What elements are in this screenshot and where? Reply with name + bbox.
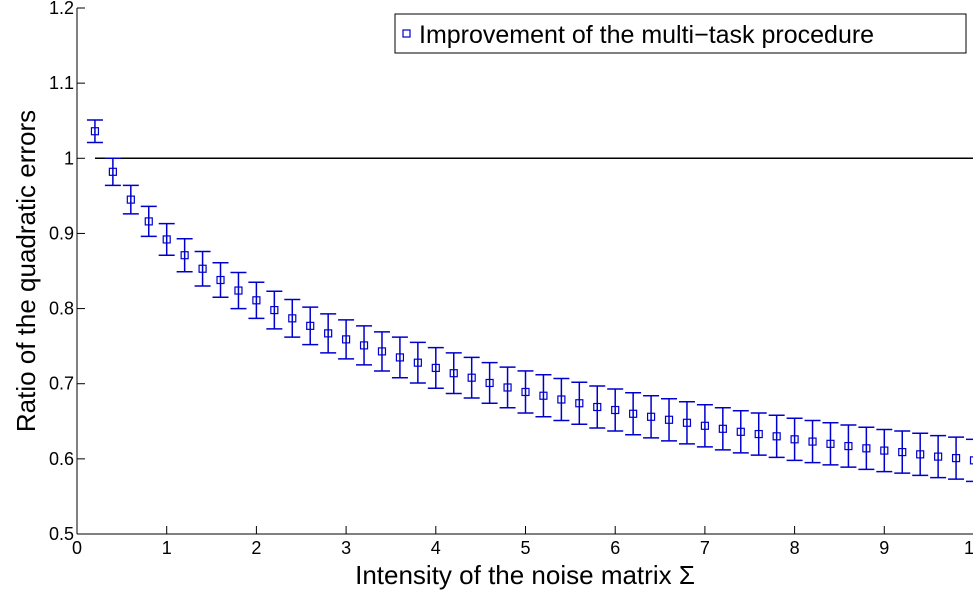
x-tick-label: 5 xyxy=(520,538,530,558)
plot-marks xyxy=(86,119,973,483)
data-point xyxy=(700,421,710,430)
data-point xyxy=(324,329,333,338)
data-point xyxy=(629,409,638,418)
data-point xyxy=(646,412,656,421)
data-point xyxy=(108,167,117,176)
data-point xyxy=(826,439,835,448)
x-tick-label: 0 xyxy=(72,538,82,558)
data-point xyxy=(880,446,889,455)
y-tick-label: 1.1 xyxy=(49,73,74,93)
x-tick-label: 2 xyxy=(251,538,261,558)
data-point xyxy=(288,314,297,323)
y-tick-label: 0.9 xyxy=(49,223,74,243)
axes: 0 1 2 3 4 5 6 7 8 9 10 0.5 0.6 0.7 0.8 0.9 1 1.1 1.2 xyxy=(49,0,973,558)
data-point xyxy=(180,251,189,260)
data-point xyxy=(754,429,763,439)
data-point xyxy=(772,432,781,441)
data-point xyxy=(306,321,315,330)
data-point xyxy=(718,424,727,433)
data-point xyxy=(144,217,153,226)
data-point xyxy=(90,127,100,136)
y-tick-label: 1 xyxy=(64,148,74,168)
x-axis-label: Intensity of the noise matrix Σ xyxy=(355,560,695,590)
legend-marker xyxy=(402,29,411,38)
data-point xyxy=(413,358,422,367)
y-tick-label: 1.2 xyxy=(49,0,74,18)
data-point xyxy=(951,454,961,463)
y-tick-label: 0.8 xyxy=(49,299,74,319)
x-tick-label: 7 xyxy=(700,538,710,558)
data-point xyxy=(503,383,512,392)
data-point xyxy=(270,305,279,315)
y-tick-label: 0.5 xyxy=(49,524,74,544)
data-point xyxy=(485,378,494,388)
data-point xyxy=(969,456,973,465)
data-point xyxy=(916,450,925,459)
legend-label: Improvement of the multi−task procedure xyxy=(419,21,874,49)
x-tick-label: 1 xyxy=(162,538,172,558)
data-point xyxy=(431,363,440,373)
data-point xyxy=(898,447,907,457)
data-point xyxy=(162,235,171,244)
data-point xyxy=(808,437,817,446)
data-point xyxy=(234,286,243,295)
data-point xyxy=(198,264,207,273)
data-point xyxy=(521,387,530,397)
data-point xyxy=(934,452,943,461)
y-tick-label: 0.7 xyxy=(49,374,74,394)
data-point xyxy=(664,415,674,424)
data-point xyxy=(126,195,135,204)
data-point xyxy=(252,296,261,305)
data-point xyxy=(844,441,853,451)
legend-box xyxy=(394,13,967,54)
data-point xyxy=(377,347,387,356)
x-tick-label: 4 xyxy=(431,538,441,558)
y-axis-label: Ratio of the quadratic errors xyxy=(11,110,41,432)
x-tick-label: 8 xyxy=(790,538,800,558)
data-point xyxy=(611,405,620,415)
data-point xyxy=(862,444,871,453)
data-point xyxy=(359,341,369,350)
x-tick-label: 9 xyxy=(879,538,889,558)
legend: Improvement of the multi−task procedure xyxy=(394,13,967,54)
data-point xyxy=(790,435,799,444)
data-point xyxy=(736,427,745,436)
data-point xyxy=(682,418,692,427)
data-point xyxy=(593,402,602,412)
data-point xyxy=(557,395,566,404)
data-point xyxy=(467,373,476,382)
data-point xyxy=(342,335,351,344)
data-point xyxy=(575,399,584,408)
x-tick-label: 10 xyxy=(964,538,973,558)
x-tick-label: 6 xyxy=(610,538,620,558)
x-tick-label: 3 xyxy=(341,538,351,558)
y-tick-label: 0.6 xyxy=(49,449,74,469)
data-point xyxy=(449,369,458,378)
data-point xyxy=(216,275,225,285)
data-point xyxy=(395,353,405,362)
data-point xyxy=(539,391,548,400)
